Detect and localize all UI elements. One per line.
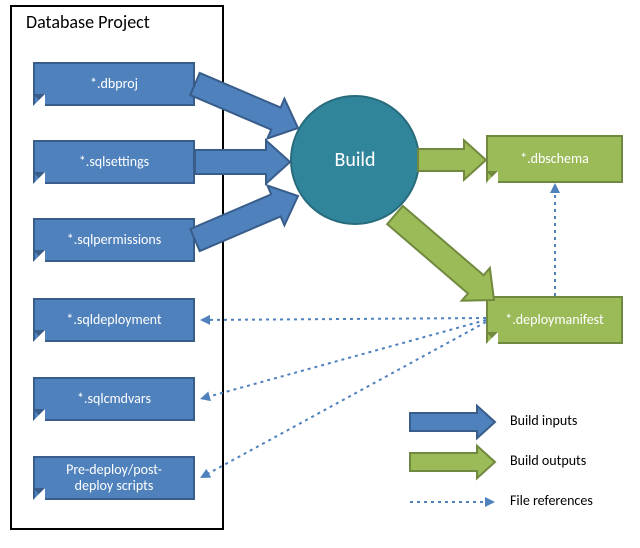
node-predeploy-notch bbox=[33, 488, 45, 500]
node-sqldeployment-notch bbox=[33, 330, 45, 342]
node-sqldeployment: *.sqldeployment bbox=[33, 298, 195, 342]
node-deploymanifest-label: *.deploymanifest bbox=[505, 312, 603, 328]
node-sqldeployment-label: *.sqldeployment bbox=[66, 312, 161, 328]
node-sqlsettings-label: *.sqlsettings bbox=[79, 154, 149, 170]
build-circle-label: Build bbox=[334, 148, 375, 172]
node-sqlpermissions: *.sqlpermissions bbox=[33, 218, 195, 262]
node-sqlpermissions-notch bbox=[33, 250, 45, 262]
node-dbschema-notch bbox=[486, 171, 498, 183]
node-sqlpermissions-label: *.sqlpermissions bbox=[67, 232, 162, 248]
node-sqlcmdvars-label: *.sqlcmdvars bbox=[77, 391, 151, 407]
database-project-title: Database Project bbox=[26, 11, 150, 33]
node-dbschema-label: *.dbschema bbox=[520, 151, 589, 167]
node-dbproj: *.dbproj bbox=[33, 62, 195, 106]
legend-label-2: File references bbox=[510, 492, 593, 509]
node-dbproj-label: *.dbproj bbox=[90, 76, 138, 92]
build-circle: Build bbox=[290, 95, 420, 225]
legend-label-0: Build inputs bbox=[510, 412, 577, 429]
node-deploymanifest: *.deploymanifest bbox=[486, 296, 623, 344]
node-sqlcmdvars-notch bbox=[33, 409, 45, 421]
node-sqlcmdvars: *.sqlcmdvars bbox=[33, 377, 195, 421]
node-sqlsettings: *.sqlsettings bbox=[33, 140, 195, 184]
legend-label-1: Build outputs bbox=[510, 452, 586, 469]
node-dbschema: *.dbschema bbox=[486, 135, 623, 183]
node-sqlsettings-notch bbox=[33, 172, 45, 184]
node-predeploy: Pre-deploy/post- deploy scripts bbox=[33, 456, 195, 500]
node-deploymanifest-notch bbox=[486, 332, 498, 344]
node-dbproj-notch bbox=[33, 94, 45, 106]
node-predeploy-label: Pre-deploy/post- deploy scripts bbox=[66, 462, 162, 494]
